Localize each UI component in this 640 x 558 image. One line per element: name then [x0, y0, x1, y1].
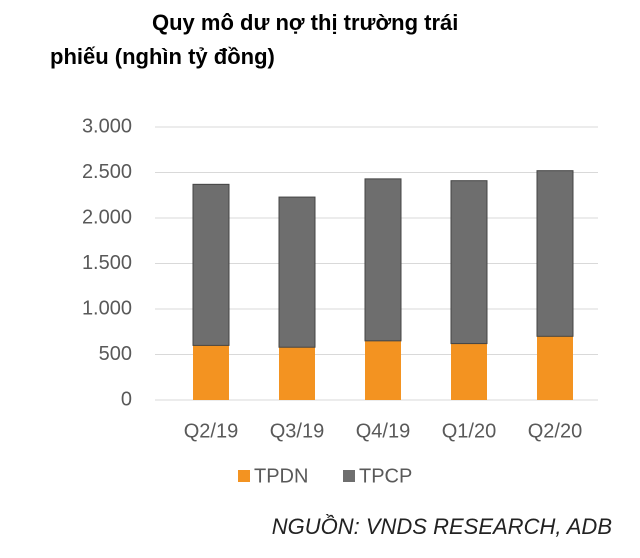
chart-title: phiếu (nghìn tỷ đồng)	[50, 44, 275, 69]
legend-swatch	[238, 470, 250, 482]
x-tick-label: Q1/20	[442, 420, 496, 442]
bar-segment	[193, 345, 229, 400]
y-tick-label: 0	[121, 388, 132, 410]
y-tick-label: 2.000	[82, 206, 132, 228]
bar-segment	[279, 347, 315, 400]
x-tick-label: Q2/20	[528, 420, 582, 442]
bar-segment	[192, 183, 230, 346]
y-tick-label: 500	[99, 343, 132, 365]
source: NGUỒN: VNDS RESEARCH, ADB	[272, 514, 612, 539]
bar-segment	[451, 343, 487, 400]
bar-segment	[365, 340, 401, 400]
bar-segment	[364, 178, 402, 342]
bar-segment	[450, 180, 488, 345]
y-tick-label: 2.500	[82, 161, 132, 183]
chart-title: Quy mô dư nợ thị trường trái	[152, 10, 458, 35]
legend-label: TPDN	[254, 465, 308, 487]
bar-segment	[536, 170, 574, 337]
y-tick-label: 1.000	[82, 297, 132, 319]
legend-swatch	[343, 470, 355, 482]
bar-segment	[537, 336, 573, 400]
x-tick-label: Q3/19	[270, 420, 324, 442]
bar-segment	[278, 196, 316, 348]
legend-label: TPCP	[359, 465, 412, 487]
y-tick-label: 1.500	[82, 252, 132, 274]
x-tick-label: Q2/19	[184, 420, 238, 442]
x-tick-label: Q4/19	[356, 420, 410, 442]
y-tick-label: 3.000	[82, 115, 132, 137]
